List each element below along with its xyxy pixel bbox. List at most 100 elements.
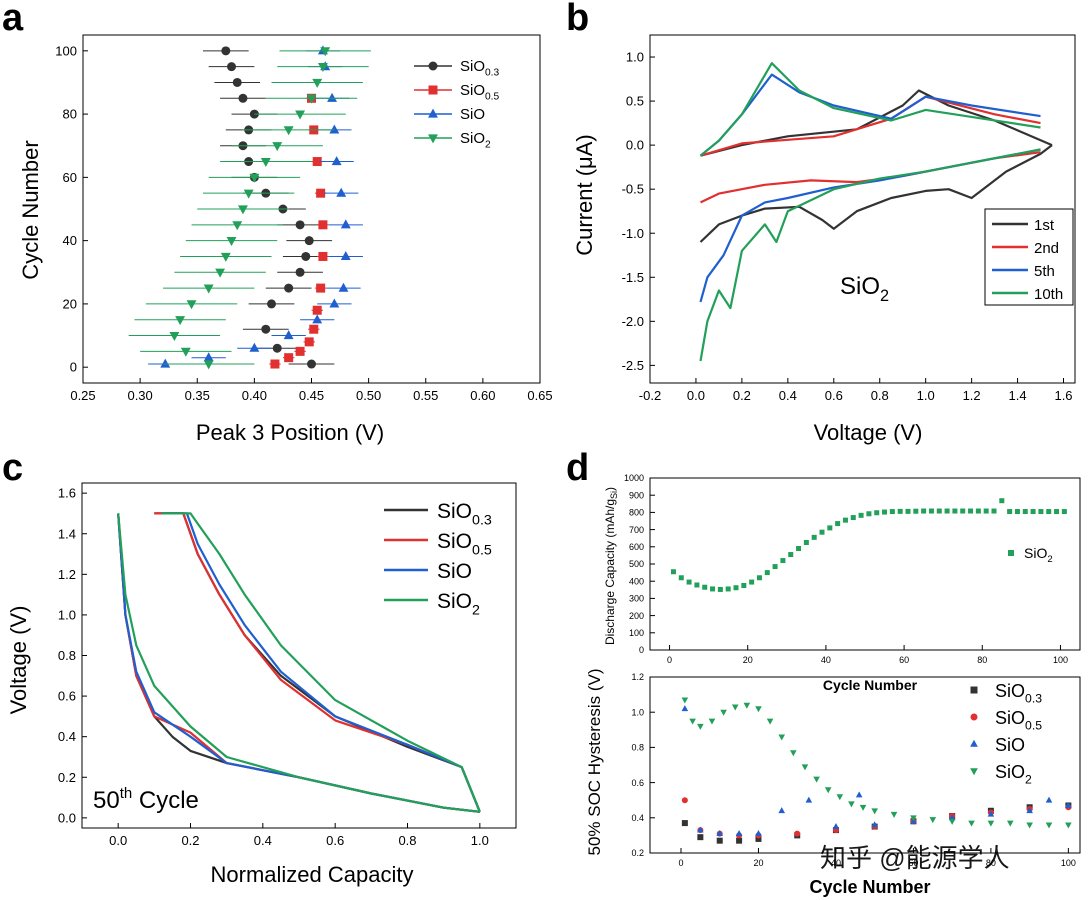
legend-label-d-SiO2: SiO2 xyxy=(995,762,1032,786)
y-tick-label-c: 1.2 xyxy=(58,567,76,582)
data-point-SiO0.5 xyxy=(309,324,319,334)
hysteresis-point-SiO0.3 xyxy=(755,835,762,842)
data-point-SiO0.3 xyxy=(304,236,314,246)
capacity-point xyxy=(960,508,966,514)
legend-label-1st: 1st xyxy=(1034,217,1055,234)
hysteresis-point-SiO xyxy=(716,830,724,837)
data-point-SiO0.3 xyxy=(295,220,305,230)
x-tick-label-c: 1.0 xyxy=(471,833,489,848)
plot-frame-b xyxy=(649,34,1076,384)
data-point-SiO xyxy=(329,124,340,134)
legend-marker-SiO xyxy=(428,108,438,118)
y-tick-label-d_top: 400 xyxy=(629,576,644,586)
x-tick-label-c: 0.4 xyxy=(254,833,272,848)
capacity-point xyxy=(749,579,755,585)
hysteresis-point-SiO2 xyxy=(790,750,797,757)
capacity-point xyxy=(936,508,942,514)
y-tick-label-b: -1.0 xyxy=(622,226,644,241)
x-tick-label-d_top: 0 xyxy=(667,655,672,665)
legend-marker-SiO2 xyxy=(1008,550,1014,556)
y-tick-label-d_top: 0 xyxy=(639,645,644,655)
capacity-point xyxy=(842,517,848,523)
hysteresis-point-SiO2 xyxy=(987,820,995,827)
hysteresis-point-SiO2 xyxy=(871,808,878,815)
plot-frame-d_bottom xyxy=(649,676,1081,854)
data-point-SiO2 xyxy=(249,173,260,183)
y-tick-label-d_bottom: 0.6 xyxy=(631,778,644,788)
y-tick-label-d_top: 700 xyxy=(629,525,644,535)
x-tick-label-a: 0.25 xyxy=(70,388,95,403)
data-point-SiO xyxy=(327,92,338,102)
legend-label-SiO: SiO xyxy=(460,106,485,123)
hysteresis-point-SiO2 xyxy=(910,815,917,822)
capacity-point xyxy=(702,584,708,590)
legend-marker-SiO0.3 xyxy=(970,686,978,694)
y-tick-label-c: 0.0 xyxy=(58,810,76,825)
hysteresis-point-SiO2 xyxy=(708,718,716,725)
data-point-SiO0.3 xyxy=(238,93,248,103)
hysteresis-point-SiO2 xyxy=(859,804,867,811)
hysteresis-point-SiO2 xyxy=(1026,822,1033,829)
hysteresis-point-SiO xyxy=(832,823,840,829)
hysteresis-point-SiO xyxy=(735,830,743,837)
data-point-SiO xyxy=(340,251,351,261)
capacity-point xyxy=(913,508,919,514)
capacity-point xyxy=(686,579,692,585)
legend-marker-SiO2 xyxy=(428,134,438,144)
y-tick-label-d_bottom: 0.4 xyxy=(631,813,644,823)
panel-d-bottom-xlabel: Cycle Number xyxy=(809,877,930,897)
data-point-SiO2 xyxy=(243,189,254,199)
hysteresis-point-SiO2 xyxy=(890,811,898,818)
legend-label-d-SiO: SiO xyxy=(995,735,1025,755)
hysteresis-point-SiO2 xyxy=(929,817,937,824)
data-point-SiO0.3 xyxy=(272,343,282,353)
hysteresis-point-SiO0.5 xyxy=(794,830,801,837)
capacity-point xyxy=(725,586,731,592)
legend-marker-SiO xyxy=(970,739,978,747)
data-point-SiO2 xyxy=(283,126,294,136)
hysteresis-point-SiO xyxy=(948,814,956,821)
data-point-SiO0.5 xyxy=(312,157,322,167)
capacity-point xyxy=(858,512,864,518)
capacity-point xyxy=(1054,509,1060,515)
y-tick-label-b: 0.5 xyxy=(626,94,644,109)
data-point-SiO2 xyxy=(312,78,323,88)
y-tick-label-d_top: 500 xyxy=(629,559,644,569)
y-tick-label-b: 1.0 xyxy=(626,50,644,65)
x-tick-label-b: 0.4 xyxy=(779,388,797,403)
data-point-SiO2 xyxy=(169,331,180,341)
x-tick-label-b: 0.6 xyxy=(825,388,843,403)
x-tick-label-d_top: 40 xyxy=(821,655,831,665)
cv-anodic-10th xyxy=(699,62,1041,157)
panel-c-annotation: 50th Cycle xyxy=(93,785,199,814)
y-tick-label-c: 0.4 xyxy=(58,729,76,744)
hysteresis-point-SiO2 xyxy=(766,718,774,725)
hysteresis-point-SiO2 xyxy=(801,764,809,771)
y-tick-label-d_top: 900 xyxy=(629,490,644,500)
legend-label-SiO0.5: SiO0.5 xyxy=(437,530,492,558)
y-tick-label-a: 40 xyxy=(63,233,77,248)
x-tick-label-a: 0.65 xyxy=(527,388,552,403)
data-point-SiO0.3 xyxy=(261,324,271,334)
data-point-SiO2 xyxy=(272,142,283,152)
capacity-point xyxy=(1022,509,1028,515)
hysteresis-point-SiO xyxy=(755,830,762,837)
capacity-point xyxy=(889,509,895,515)
hysteresis-point-SiO xyxy=(871,821,878,828)
capacity-point xyxy=(928,508,934,514)
hysteresis-point-SiO0.5 xyxy=(681,797,688,804)
capacity-point xyxy=(1007,509,1013,515)
y-tick-label-b: -2.5 xyxy=(622,358,644,373)
x-tick-label-d_top: 80 xyxy=(977,655,987,665)
hysteresis-point-SiO0.3 xyxy=(681,820,688,827)
capacity-point xyxy=(827,525,833,531)
capacity-point xyxy=(897,508,903,514)
capacity-point xyxy=(983,508,989,514)
legend-label-SiO0.3: SiO0.3 xyxy=(437,500,492,528)
hysteresis-point-SiO2 xyxy=(848,801,855,808)
capacity-point xyxy=(733,585,739,591)
y-tick-label-c: 0.8 xyxy=(58,648,76,663)
data-point-SiO2 xyxy=(295,110,306,120)
panel-d-bottom-ylabel: 50% SOC Hysteresis (V) xyxy=(585,668,604,855)
y-tick-label-c: 1.4 xyxy=(58,526,76,541)
